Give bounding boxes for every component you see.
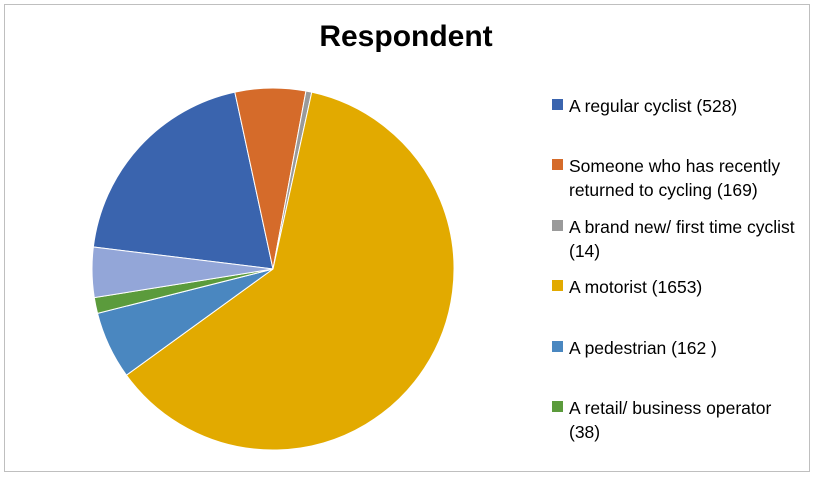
legend-item-regular-cyclist: A regular cyclist (528) xyxy=(552,94,801,118)
legend-swatch xyxy=(552,280,563,291)
legend-label: A retail/ business operator (38) xyxy=(569,398,772,442)
legend-swatch xyxy=(552,99,563,110)
legend-swatch xyxy=(552,159,563,170)
legend-swatch xyxy=(552,401,563,412)
chart-title: Respondent xyxy=(319,20,493,53)
legend-item-retail-operator: A retail/ business operator (38) xyxy=(552,396,801,444)
legend-item-new-cyclist: A brand new/ first time cyclist (14) xyxy=(552,215,801,263)
legend-swatch xyxy=(552,220,563,231)
legend-label: A pedestrian (162 ) xyxy=(569,338,717,358)
legend-label: Someone who has recently returned to cyc… xyxy=(569,156,781,200)
legend-swatch xyxy=(552,341,563,352)
legend-item-pedestrian: A pedestrian (162 ) xyxy=(552,336,801,360)
legend-label: A regular cyclist (528) xyxy=(569,96,738,116)
legend-item-motorist: A motorist (1653) xyxy=(552,275,801,299)
pie-slice xyxy=(125,91,455,451)
legend-label: A motorist (1653) xyxy=(569,277,703,297)
pie-slice xyxy=(91,246,274,299)
pie-slice xyxy=(92,91,274,270)
legend-item-returned-cyclist: Someone who has recently returned to cyc… xyxy=(552,154,801,202)
legend-label: A brand new/ first time cyclist (14) xyxy=(569,217,795,261)
